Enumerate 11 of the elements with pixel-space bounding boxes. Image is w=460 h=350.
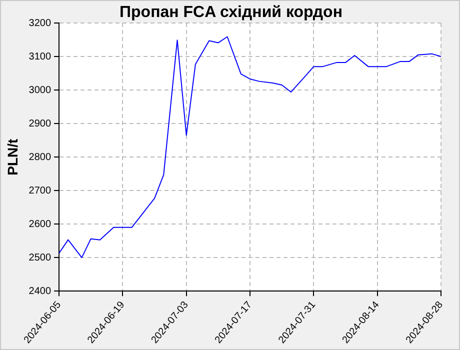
chart-title: Пропан FCA східний кордон <box>120 4 342 21</box>
y-tick-label: 2900 <box>28 118 52 130</box>
y-tick-label: 2500 <box>28 252 52 264</box>
y-tick-label: 2600 <box>28 218 52 230</box>
y-tick-label: 3000 <box>28 84 52 96</box>
y-tick-label: 2400 <box>28 286 52 297</box>
y-tick-label: 2700 <box>28 185 52 196</box>
y-axis-title: PLN/t <box>4 138 20 176</box>
y-tick-label: 3200 <box>28 18 52 29</box>
y-tick-label: 3100 <box>28 51 52 62</box>
y-tick-label: 2800 <box>28 152 52 163</box>
